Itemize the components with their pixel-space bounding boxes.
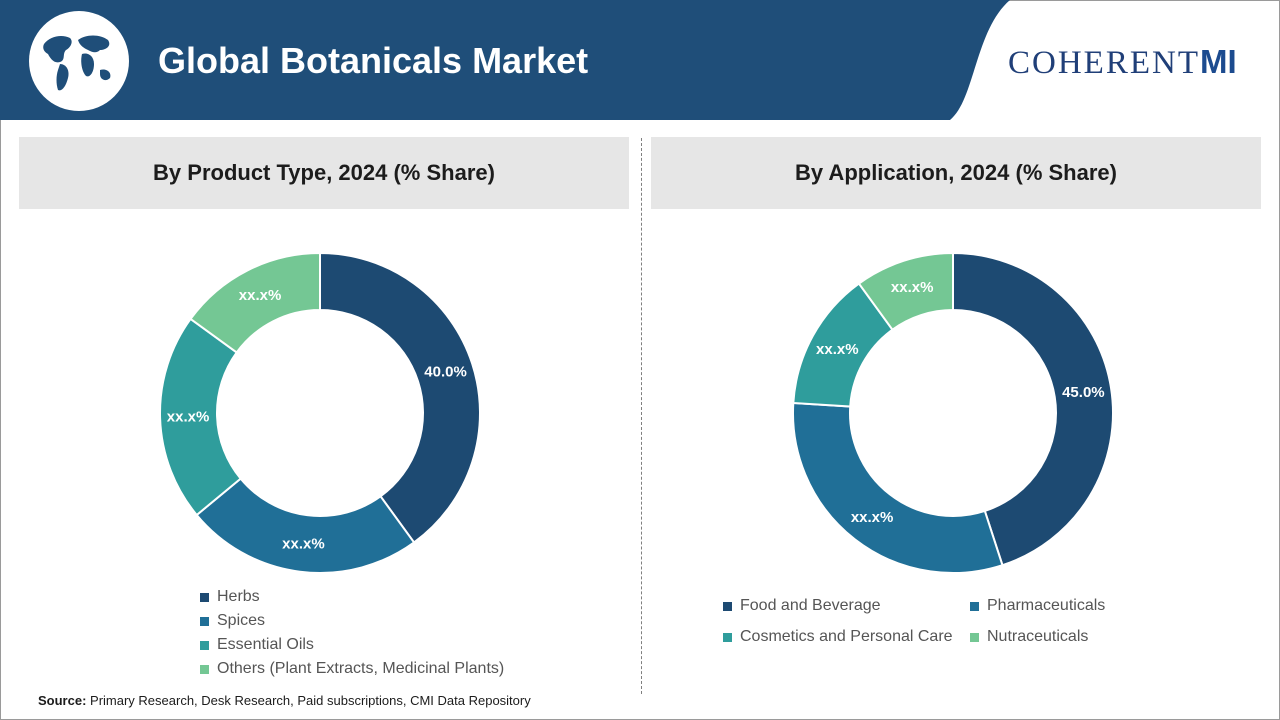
donut-slice-nutraceuticals: [857, 251, 954, 332]
legend-swatch: [200, 616, 209, 626]
legend-item-essential-oils: Essential Oils: [200, 636, 314, 654]
brand-logo-suffix: MI: [1200, 43, 1237, 80]
legend-label: Essential Oils: [217, 636, 314, 653]
source-note: Source: Primary Research, Desk Research,…: [38, 693, 531, 708]
legend-item-cosmetics: Cosmetics and Personal Care: [723, 628, 953, 646]
legend-label: Pharmaceuticals: [987, 597, 1106, 614]
legend-swatch: [723, 601, 732, 611]
page-title: Global Botanicals Market: [158, 40, 589, 81]
legend-label: Cosmetics and Personal Care: [740, 628, 953, 645]
donut-chart-product-type: 40.0% xx.x% xx.x% xx.x%: [159, 251, 481, 574]
legend-item-food-and-beverage: Food and Beverage: [723, 597, 881, 615]
data-label: xx.x%: [282, 535, 325, 552]
data-label: xx.x%: [816, 341, 859, 358]
legend-swatch: [200, 640, 209, 650]
legend-label: Herbs: [217, 588, 260, 605]
legend-item-others: Others (Plant Extracts, Medicinal Plants…: [200, 660, 504, 678]
panel-divider: [641, 138, 642, 694]
header-banner: [0, 0, 1010, 120]
panel-heading-product-type: By Product Type, 2024 (% Share): [19, 137, 629, 209]
donut-slice-food-and-beverage: [952, 251, 1114, 567]
data-label: 45.0%: [1062, 384, 1105, 401]
data-label: 40.0%: [424, 364, 467, 381]
donut-slice-herbs: [319, 251, 481, 544]
legend-swatch: [200, 592, 209, 602]
data-label: xx.x%: [239, 287, 282, 304]
donut-slice-others-plant-extracts-medicinal-plants: [189, 251, 321, 354]
legend-swatch: [970, 632, 979, 642]
legend-label: Nutraceuticals: [987, 628, 1089, 645]
legend-label: Others (Plant Extracts, Medicinal Plants…: [217, 660, 505, 677]
data-label: xx.x%: [851, 509, 894, 526]
legend-item-spices: Spices: [200, 612, 265, 630]
donut-slice-pharmaceuticals: [792, 401, 1004, 574]
source-text: Primary Research, Desk Research, Paid su…: [86, 693, 531, 708]
legend-item-nutraceuticals: Nutraceuticals: [970, 628, 1088, 646]
donut-chart-application: 45.0% xx.x% xx.x% xx.x%: [792, 251, 1114, 574]
legend-swatch: [200, 664, 209, 674]
legend-label: Spices: [217, 612, 266, 629]
legend-swatch: [723, 632, 732, 642]
header-bar: [0, 0, 1010, 120]
panel-heading-application: By Application, 2024 (% Share): [651, 137, 1261, 209]
legend-item-herbs: Herbs: [200, 588, 260, 606]
data-label: xx.x%: [167, 409, 210, 426]
legend-item-pharmaceuticals: Pharmaceuticals: [970, 597, 1105, 615]
legend-label: Food and Beverage: [740, 597, 881, 614]
world-map-globe-icon: [29, 11, 129, 111]
brand-logo-main: COHERENT: [1008, 45, 1200, 81]
donut-slice-spices: [195, 477, 416, 574]
data-label: xx.x%: [891, 279, 934, 296]
source-label: Source:: [38, 693, 87, 708]
legend-swatch: [970, 601, 979, 611]
brand-logo: COHERENTMI: [1008, 42, 1237, 82]
